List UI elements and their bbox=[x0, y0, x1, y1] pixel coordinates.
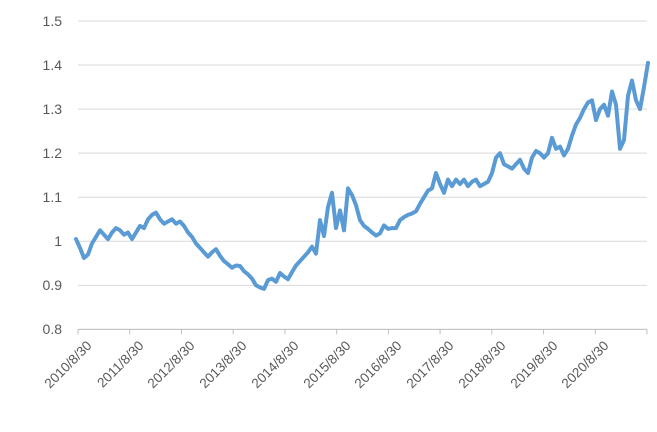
y-axis-tick-label: 1.2 bbox=[42, 145, 62, 162]
y-axis-tick-label: 0.9 bbox=[42, 277, 62, 294]
x-axis-line-and-ticks bbox=[77, 328, 648, 335]
y-axis-tick-label: 1.3 bbox=[42, 101, 62, 118]
y-axis-tick-label: 1.5 bbox=[42, 13, 62, 29]
y-axis-tick-label: 1.4 bbox=[42, 57, 62, 74]
y-axis-tick-label: 0.8 bbox=[42, 321, 62, 338]
y-axis-tick-label: 1.1 bbox=[42, 189, 62, 206]
horizontal-gridlines bbox=[78, 20, 647, 330]
data-series-line bbox=[74, 60, 650, 291]
y-axis-tick-label: 1 bbox=[54, 233, 62, 250]
